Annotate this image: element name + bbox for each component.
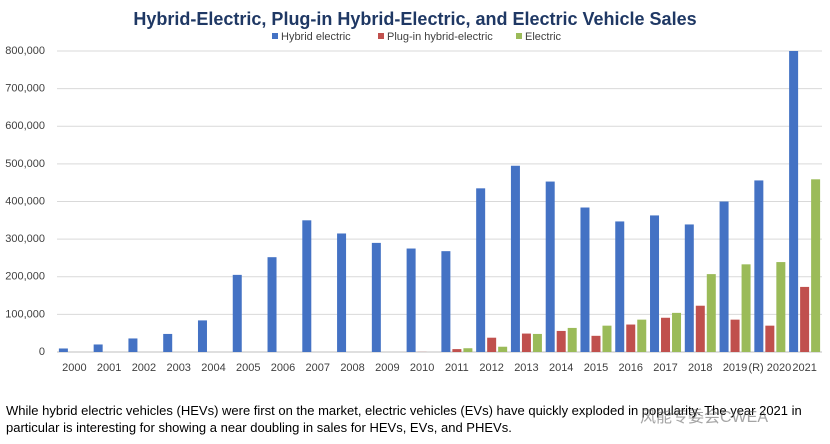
bar [452, 349, 462, 352]
x-tick-label: 2003 [166, 362, 190, 374]
bar [567, 327, 577, 352]
legend-swatch [272, 33, 278, 39]
x-tick-label: 2001 [97, 362, 121, 374]
bar [811, 179, 821, 352]
bar [463, 348, 473, 352]
x-tick-label: 2016 [619, 362, 643, 374]
x-tick-label: 2005 [236, 362, 260, 374]
watermark: 风能专委会CWEA [640, 409, 769, 426]
y-tick-label: 100,000 [5, 308, 45, 320]
x-tick-label: 2002 [132, 362, 156, 374]
y-tick-label: 400,000 [5, 195, 45, 207]
bar [128, 338, 138, 352]
legend-label: Hybrid electric [281, 31, 351, 43]
bar [532, 333, 542, 352]
bar [615, 221, 625, 352]
bar [661, 317, 671, 352]
x-tick-label: 2018 [688, 362, 712, 374]
y-tick-label: 500,000 [5, 158, 45, 170]
bar [754, 180, 764, 352]
x-tick-label: 2007 [306, 362, 330, 374]
x-tick-label: 2009 [375, 362, 399, 374]
x-tick-label: 2013 [514, 362, 538, 374]
bar [163, 333, 173, 352]
y-tick-label: 600,000 [5, 120, 45, 132]
x-tick-label: 2000 [62, 362, 86, 374]
bar [800, 286, 810, 352]
bar [406, 248, 416, 352]
bar [476, 188, 486, 352]
x-tick-label: 2010 [410, 362, 434, 374]
chart: Hybrid-Electric, Plug-in Hybrid-Electric… [5, 9, 822, 374]
legend-label: Electric [525, 31, 562, 43]
bar [580, 207, 590, 352]
bar [741, 264, 751, 352]
bar [672, 312, 682, 352]
y-tick-label: 200,000 [5, 271, 45, 283]
bar [789, 51, 799, 352]
bar [684, 224, 694, 352]
bar [302, 220, 312, 352]
x-tick-label: (R) 2020 [748, 362, 791, 374]
bar [232, 274, 242, 352]
caption: While hybrid electric vehicles (HEVs) we… [6, 403, 802, 435]
x-tick-label: 2012 [479, 362, 503, 374]
bar [93, 344, 103, 352]
bar [637, 319, 647, 352]
bar [337, 233, 347, 352]
bar [371, 242, 381, 352]
bar [197, 320, 207, 352]
legend-label: Plug-in hybrid-electric [387, 31, 493, 43]
bar [510, 165, 520, 352]
bar [776, 262, 786, 352]
bar [602, 325, 612, 352]
x-tick-label: 2008 [340, 362, 364, 374]
x-tick-label: 2006 [271, 362, 295, 374]
x-tick-label: 2019 [723, 362, 747, 374]
x-tick-label: 2017 [653, 362, 677, 374]
bar [695, 305, 705, 352]
bar [650, 215, 660, 352]
y-tick-label: 700,000 [5, 83, 45, 95]
bar [267, 257, 277, 352]
bar [556, 330, 566, 352]
bar [545, 181, 555, 352]
bar [487, 337, 497, 352]
chart-title: Hybrid-Electric, Plug-in Hybrid-Electric… [133, 9, 696, 29]
bar [730, 319, 740, 352]
bar [719, 201, 729, 352]
bar [626, 324, 636, 352]
x-tick-label: 2014 [549, 362, 573, 374]
bar [591, 335, 601, 352]
y-tick-label: 800,000 [5, 45, 45, 57]
bar [441, 251, 451, 352]
x-tick-label: 2015 [584, 362, 608, 374]
y-tick-label: 0 [39, 346, 45, 358]
legend-swatch [378, 33, 384, 39]
bar [706, 274, 716, 352]
y-tick-label: 300,000 [5, 233, 45, 245]
x-tick-label: 2021 [792, 362, 816, 374]
bar [765, 325, 775, 352]
bar [58, 348, 68, 352]
x-tick-label: 2004 [201, 362, 225, 374]
bar [498, 346, 508, 352]
legend-swatch [516, 33, 522, 39]
bar [521, 333, 531, 352]
x-tick-label: 2011 [445, 362, 469, 374]
